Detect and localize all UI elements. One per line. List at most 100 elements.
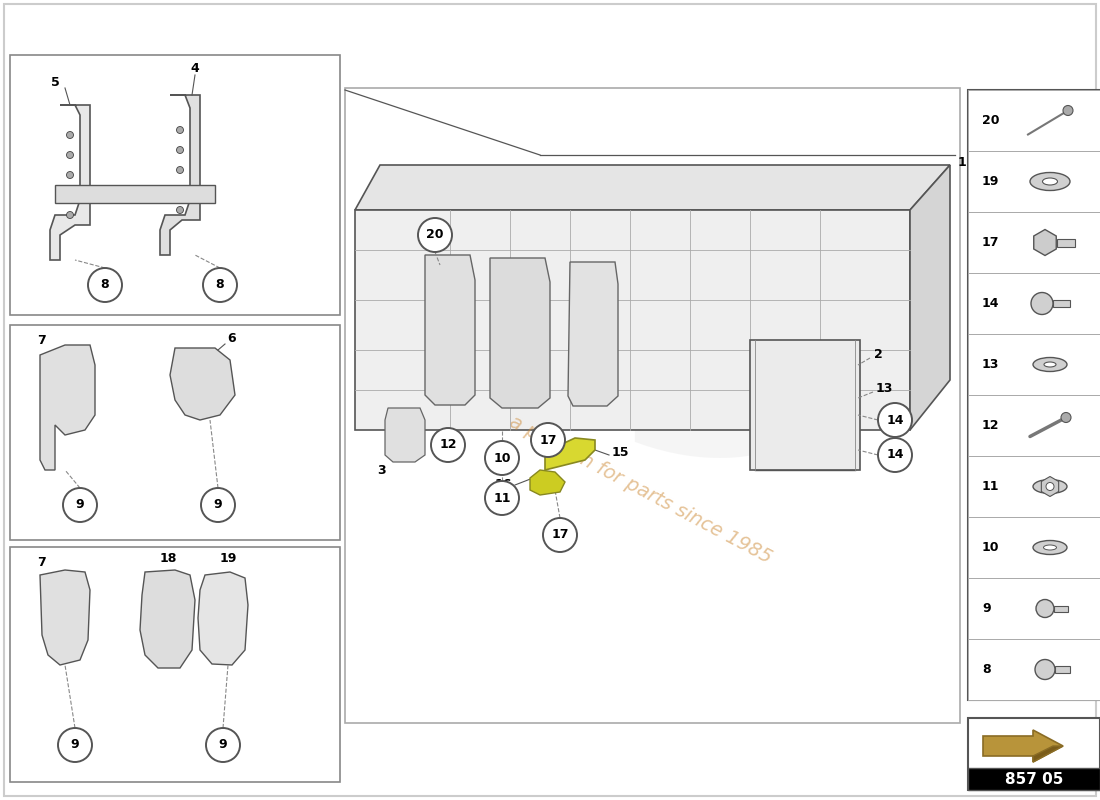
Text: 9: 9 <box>219 738 228 751</box>
Text: 8: 8 <box>982 663 991 676</box>
Text: 3: 3 <box>377 463 386 477</box>
Polygon shape <box>140 570 195 668</box>
Circle shape <box>431 428 465 462</box>
Circle shape <box>878 438 912 472</box>
Text: 17: 17 <box>539 434 557 446</box>
Polygon shape <box>910 165 950 430</box>
Text: 14: 14 <box>982 297 1000 310</box>
Circle shape <box>66 171 74 178</box>
Text: 17: 17 <box>551 529 569 542</box>
Text: 2: 2 <box>874 349 882 362</box>
Circle shape <box>206 728 240 762</box>
Bar <box>968 718 1100 790</box>
Polygon shape <box>50 105 90 260</box>
Text: 19: 19 <box>982 175 1000 188</box>
Polygon shape <box>160 95 200 255</box>
Text: 11: 11 <box>982 480 1000 493</box>
Text: 15: 15 <box>612 446 629 459</box>
Bar <box>968 273 1100 334</box>
Ellipse shape <box>1030 173 1070 190</box>
Circle shape <box>1062 413 1071 422</box>
Circle shape <box>204 268 236 302</box>
Ellipse shape <box>1044 362 1056 367</box>
Text: 10: 10 <box>982 541 1000 554</box>
Bar <box>968 456 1100 517</box>
Text: 13: 13 <box>982 358 1000 371</box>
Text: 9: 9 <box>76 498 85 511</box>
Polygon shape <box>530 470 565 495</box>
Polygon shape <box>170 348 235 420</box>
Text: 14: 14 <box>887 414 904 426</box>
Bar <box>1053 300 1070 307</box>
Polygon shape <box>1033 746 1063 762</box>
Polygon shape <box>490 258 550 408</box>
Bar <box>10 325 340 540</box>
Text: 7: 7 <box>37 334 46 346</box>
Ellipse shape <box>1033 541 1067 554</box>
Text: 9: 9 <box>213 498 222 511</box>
Polygon shape <box>40 345 95 470</box>
Circle shape <box>1031 293 1053 314</box>
Circle shape <box>485 481 519 515</box>
Text: 20: 20 <box>982 114 1000 127</box>
Bar <box>10 547 340 782</box>
Polygon shape <box>983 730 1063 762</box>
Polygon shape <box>355 165 950 210</box>
Polygon shape <box>385 408 425 462</box>
Bar <box>968 212 1100 273</box>
Circle shape <box>88 268 122 302</box>
Circle shape <box>176 206 184 214</box>
Text: 17: 17 <box>982 236 1000 249</box>
Circle shape <box>1046 482 1054 490</box>
Text: 13: 13 <box>876 382 893 394</box>
Circle shape <box>176 146 184 154</box>
Bar <box>968 90 1100 151</box>
Circle shape <box>58 728 92 762</box>
Polygon shape <box>568 262 618 406</box>
Bar <box>968 334 1100 395</box>
Text: S: S <box>610 222 830 518</box>
Polygon shape <box>1042 477 1058 497</box>
Circle shape <box>176 166 184 174</box>
Polygon shape <box>355 210 910 430</box>
Circle shape <box>1035 659 1055 679</box>
Bar <box>1055 666 1070 673</box>
Bar <box>55 185 215 203</box>
Text: 7: 7 <box>37 555 46 569</box>
Circle shape <box>176 126 184 134</box>
Text: 1: 1 <box>958 155 967 169</box>
Text: 6: 6 <box>228 331 236 345</box>
Bar <box>968 578 1100 639</box>
Text: a passion for parts since 1985: a passion for parts since 1985 <box>506 413 774 567</box>
Polygon shape <box>544 438 595 470</box>
Text: 18: 18 <box>160 551 177 565</box>
Text: 857 05: 857 05 <box>1004 771 1064 786</box>
Text: 8: 8 <box>101 278 109 291</box>
Circle shape <box>878 403 912 437</box>
Text: 8: 8 <box>216 278 224 291</box>
Text: 4: 4 <box>190 62 199 74</box>
Circle shape <box>66 191 74 198</box>
Ellipse shape <box>1044 545 1056 550</box>
Text: 19: 19 <box>219 551 236 565</box>
Text: 20: 20 <box>427 229 443 242</box>
Text: 12: 12 <box>982 419 1000 432</box>
Text: 12: 12 <box>439 438 456 451</box>
Text: 9: 9 <box>982 602 991 615</box>
Circle shape <box>66 211 74 218</box>
Text: 14: 14 <box>887 449 904 462</box>
Polygon shape <box>1034 230 1056 255</box>
Polygon shape <box>198 572 248 665</box>
Polygon shape <box>40 570 90 665</box>
Text: 16: 16 <box>495 478 512 491</box>
Bar <box>968 768 1100 790</box>
Text: 9: 9 <box>70 738 79 751</box>
Bar <box>968 151 1100 212</box>
Circle shape <box>1036 599 1054 618</box>
Polygon shape <box>425 255 475 405</box>
Circle shape <box>66 131 74 138</box>
Bar <box>1057 238 1075 246</box>
Ellipse shape <box>1043 178 1057 185</box>
Circle shape <box>418 218 452 252</box>
Bar <box>750 340 860 470</box>
